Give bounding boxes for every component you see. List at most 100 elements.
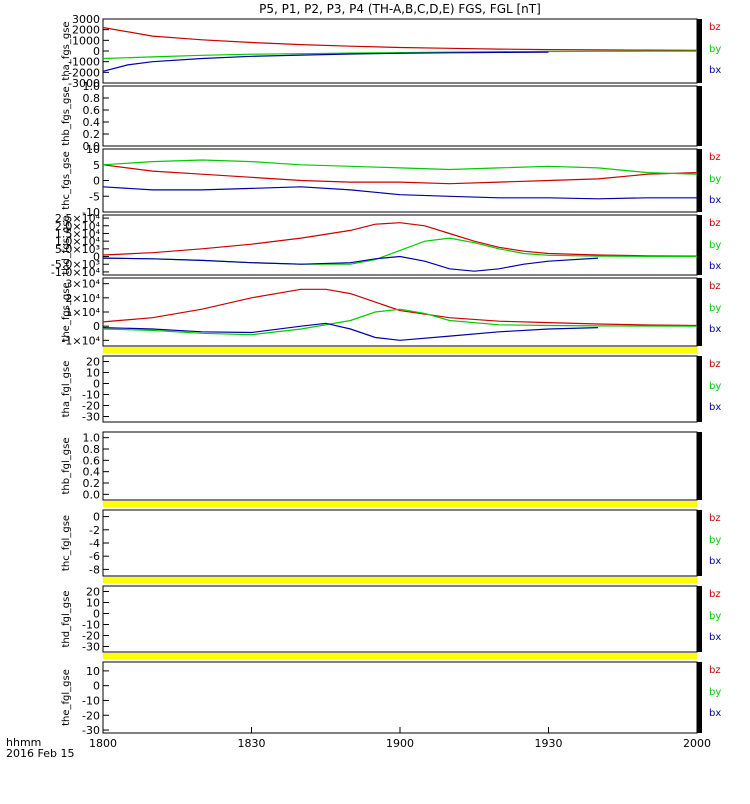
series-line-bx bbox=[102, 322, 599, 341]
y-tick-label: 1000 bbox=[72, 34, 100, 47]
y-tick-label: 0 bbox=[93, 680, 100, 693]
x-tick-label: 2000 bbox=[683, 737, 711, 750]
series-line-bz bbox=[102, 222, 698, 257]
series-line-bz bbox=[102, 164, 698, 185]
y-tick-label: 0 bbox=[93, 608, 100, 621]
legend-by: by bbox=[709, 303, 721, 314]
y-tick-label: 2×10⁴ bbox=[65, 292, 100, 305]
panel-frame bbox=[102, 585, 698, 653]
y-tick-label: 5 bbox=[93, 159, 100, 172]
y-tick-label: 0.2 bbox=[83, 477, 101, 490]
legend-bx: bx bbox=[709, 324, 721, 335]
panel-frame bbox=[102, 214, 698, 276]
legend-by: by bbox=[709, 44, 721, 55]
y-tick-label: 10 bbox=[86, 665, 100, 678]
y-tick-label: -10 bbox=[82, 389, 100, 402]
legend-bx: bx bbox=[709, 261, 721, 272]
right-tick-band bbox=[697, 278, 702, 346]
legend-by: by bbox=[709, 535, 721, 546]
series-line-bz bbox=[102, 288, 698, 327]
y-tick-label: 0.8 bbox=[83, 443, 101, 456]
y-tick-label: -1×10⁴ bbox=[61, 334, 100, 347]
panel-thb_fgl_gse: 1.00.80.60.40.20.0 thb_fgl_gse bbox=[61, 431, 702, 501]
legend-bz: bz bbox=[709, 152, 721, 163]
legend-bx: bx bbox=[709, 65, 721, 76]
series-line-bx bbox=[102, 51, 549, 72]
y-tick-label: -30 bbox=[82, 411, 100, 424]
panel-thc_fgl_gse: 0-2-4-6-8 thc_fgl_gse bz by bx bbox=[61, 501, 721, 577]
panel-frame bbox=[102, 85, 698, 147]
y-tick-label: 0.0 bbox=[83, 140, 101, 153]
legend-bz: bz bbox=[709, 218, 721, 229]
y-tick-label: 2000 bbox=[72, 24, 100, 37]
y-tick-label: 0 bbox=[93, 511, 100, 524]
right-tick-band bbox=[697, 356, 702, 422]
panel-thc_fgs_gse: 10 5 0 -5 -10 thc_fgs_gse bz by bx bbox=[61, 143, 721, 219]
y-tick-label: -2000 bbox=[68, 66, 100, 79]
y-tick-label: 1.0×10⁴ bbox=[55, 235, 101, 248]
right-tick-band bbox=[697, 86, 702, 146]
legend-by: by bbox=[709, 174, 721, 185]
right-tick-band bbox=[697, 149, 702, 212]
y-axis-label: thd_fgl_gse bbox=[61, 591, 72, 648]
y-tick-label: 0 bbox=[93, 45, 100, 58]
series-line-bx bbox=[102, 255, 599, 272]
y-axis-label: tha_fgs_gse bbox=[61, 21, 72, 80]
panel-the_fgl_gse: 10 0-10 -20 -30 the_fgl_gse bz by bx bbox=[61, 653, 721, 737]
y-axis-label: the_fgs_gse bbox=[61, 282, 72, 341]
y-tick-label: -5 bbox=[89, 190, 100, 203]
legend-bx: bx bbox=[709, 402, 721, 413]
y-tick-label: 0.6 bbox=[83, 104, 101, 117]
y-tick-label: 1×10⁴ bbox=[65, 306, 100, 319]
y-tick-label: 0.4 bbox=[83, 466, 101, 479]
legend-bz: bz bbox=[709, 359, 721, 370]
legend-by: by bbox=[709, 687, 721, 698]
y-tick-label: -30 bbox=[82, 724, 100, 737]
y-tick-label: -30 bbox=[82, 641, 100, 654]
y-tick-label: -6 bbox=[89, 550, 100, 563]
y-tick-label: 2.0×10⁴ bbox=[55, 220, 101, 233]
panel-frame bbox=[102, 431, 698, 501]
y-tick-label: -10 bbox=[82, 694, 100, 707]
x-axis: 1800 1830 1900 1930 2000 bbox=[89, 727, 711, 750]
right-tick-band bbox=[697, 432, 702, 500]
date-axis-label: 2016 Feb 15 bbox=[6, 747, 74, 760]
y-tick-label: 10 bbox=[86, 597, 100, 610]
x-tick-label: 1830 bbox=[238, 737, 266, 750]
y-tick-label: 3×10⁴ bbox=[65, 278, 100, 291]
chart-title: P5, P1, P2, P3, P4 (TH-A,B,C,D,E) FGS, F… bbox=[259, 2, 541, 16]
y-tick-label: -20 bbox=[82, 709, 100, 722]
y-tick-label: 0 bbox=[93, 175, 100, 188]
legend-by: by bbox=[709, 611, 721, 622]
legend-bx: bx bbox=[709, 195, 721, 206]
no-data-bar bbox=[103, 577, 697, 583]
y-tick-label: 0.0 bbox=[83, 488, 101, 501]
y-tick-label: 1.5×10⁴ bbox=[55, 227, 101, 240]
y-tick-label: 20 bbox=[86, 586, 100, 599]
y-tick-label: -1000 bbox=[68, 56, 100, 69]
y-tick-label: -3000 bbox=[68, 77, 100, 90]
y-tick-label: 0.8 bbox=[83, 92, 101, 105]
right-tick-band bbox=[697, 19, 702, 83]
x-tick-label: 1800 bbox=[89, 737, 117, 750]
y-tick-label: 0.6 bbox=[83, 454, 101, 467]
legend-bz: bz bbox=[709, 281, 721, 292]
y-tick-label: 20 bbox=[86, 356, 100, 369]
legend-bx: bx bbox=[709, 708, 721, 719]
y-axis-label: the_fgl_gse bbox=[61, 669, 72, 726]
y-tick-label: -10 bbox=[82, 619, 100, 632]
y-tick-label: 5.0×10³ bbox=[55, 243, 100, 256]
y-tick-label: 0 bbox=[93, 378, 100, 391]
legend-bx: bx bbox=[709, 632, 721, 643]
no-data-bar bbox=[103, 347, 697, 353]
y-axis-label: thc_fgs_gse bbox=[61, 151, 72, 210]
y-axis-label: thb_fgs_gse bbox=[61, 86, 72, 145]
y-tick-label: 0 bbox=[93, 251, 100, 264]
legend-by: by bbox=[709, 381, 721, 392]
